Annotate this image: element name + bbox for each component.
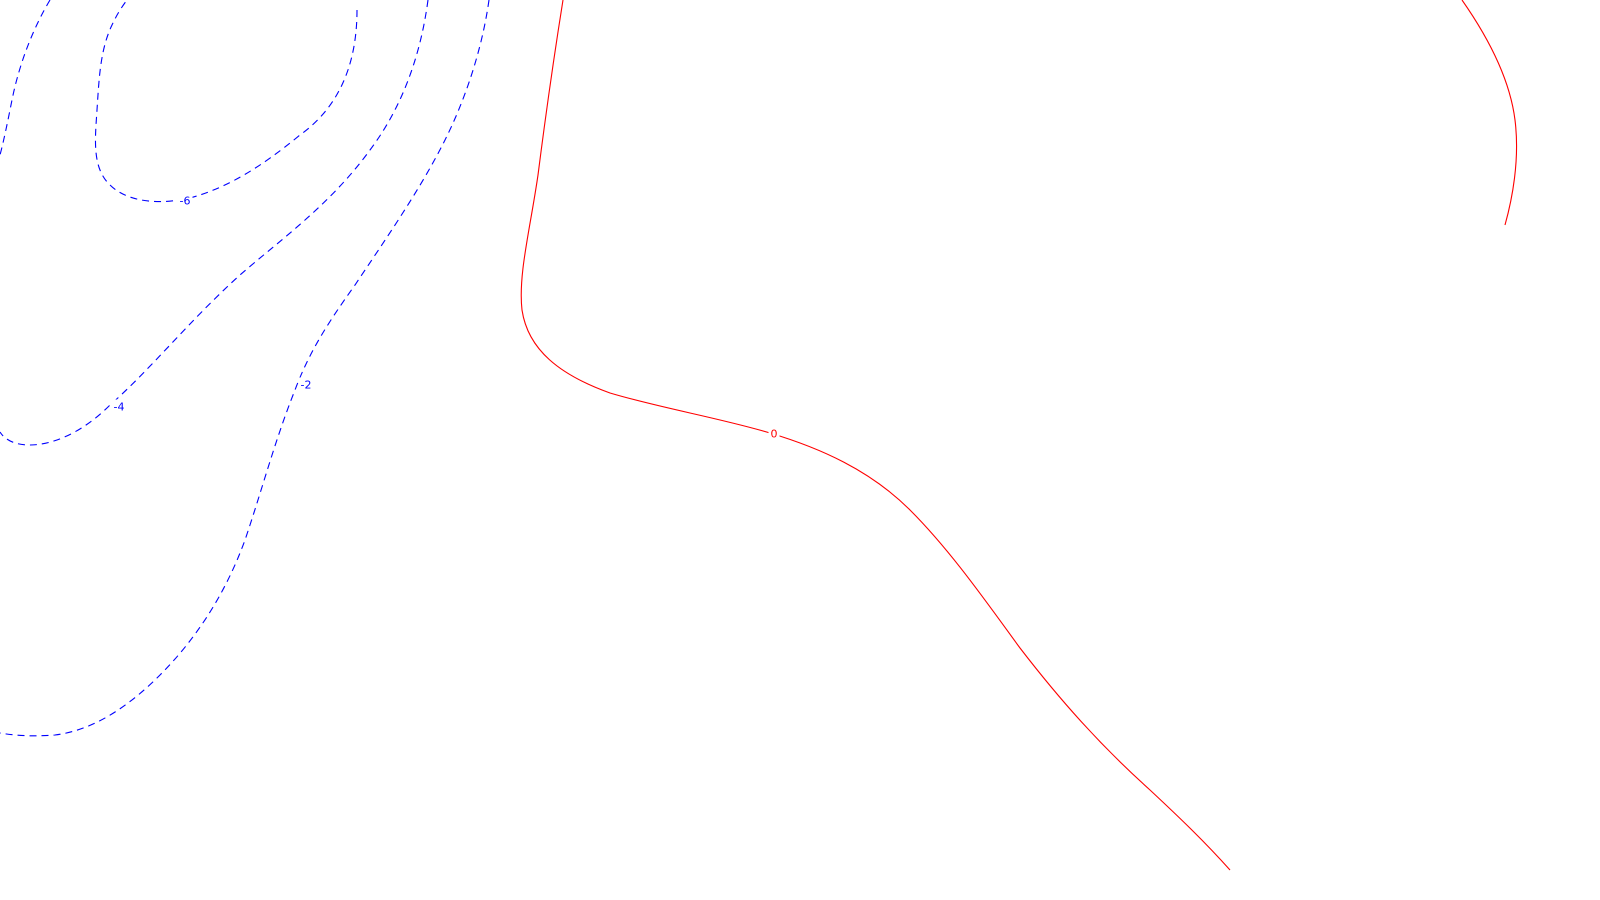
contour-lines <box>0 0 1518 871</box>
contour-label-background <box>177 193 193 209</box>
contour-label-background <box>768 426 780 442</box>
contour-labels: -6 -4 -2 0 <box>111 193 780 442</box>
contour-line-zero <box>520 0 1231 871</box>
contour-line-minus-2 <box>0 0 490 737</box>
contour-line-minus-6 <box>94 0 358 203</box>
contour-label-background <box>111 399 127 415</box>
contour-line-minus-4 <box>0 0 429 446</box>
contour-line-zero <box>1461 0 1518 226</box>
contour-line-minus-4 <box>0 0 51 156</box>
contour-label-minus-2: -2 <box>301 379 312 392</box>
contour-label-minus-4: -4 <box>114 401 125 414</box>
contour-label-minus-6: -6 <box>180 195 191 208</box>
contour-label-background <box>298 377 314 393</box>
contour-label-zero: 0 <box>771 428 778 441</box>
